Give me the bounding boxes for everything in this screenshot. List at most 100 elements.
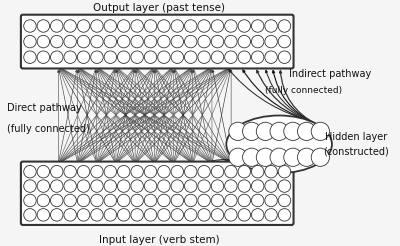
Circle shape — [225, 20, 237, 32]
Circle shape — [104, 165, 116, 178]
Circle shape — [77, 51, 90, 63]
Circle shape — [198, 20, 210, 32]
Circle shape — [225, 180, 237, 192]
Circle shape — [265, 209, 277, 221]
Circle shape — [37, 165, 50, 178]
Circle shape — [24, 180, 36, 192]
Circle shape — [144, 20, 157, 32]
FancyBboxPatch shape — [21, 15, 294, 68]
Circle shape — [311, 122, 330, 140]
Circle shape — [104, 180, 116, 192]
Circle shape — [184, 51, 197, 63]
Circle shape — [131, 35, 143, 48]
Circle shape — [198, 209, 210, 221]
Circle shape — [184, 20, 197, 32]
Circle shape — [50, 35, 63, 48]
Circle shape — [144, 180, 157, 192]
Circle shape — [50, 180, 63, 192]
Circle shape — [184, 180, 197, 192]
Circle shape — [118, 35, 130, 48]
Circle shape — [118, 194, 130, 207]
Circle shape — [284, 122, 302, 140]
Circle shape — [265, 20, 277, 32]
Circle shape — [37, 180, 50, 192]
Circle shape — [131, 180, 143, 192]
Circle shape — [256, 122, 274, 140]
Circle shape — [91, 51, 103, 63]
Text: (fully connected): (fully connected) — [8, 124, 90, 134]
Circle shape — [298, 122, 316, 140]
Circle shape — [225, 165, 237, 178]
Circle shape — [225, 209, 237, 221]
Circle shape — [64, 51, 76, 63]
Circle shape — [158, 35, 170, 48]
Circle shape — [77, 180, 90, 192]
Circle shape — [158, 165, 170, 178]
Circle shape — [37, 209, 50, 221]
Circle shape — [131, 165, 143, 178]
Circle shape — [278, 35, 291, 48]
Circle shape — [211, 194, 224, 207]
Circle shape — [198, 165, 210, 178]
Circle shape — [225, 51, 237, 63]
Circle shape — [278, 194, 291, 207]
Circle shape — [50, 20, 63, 32]
Ellipse shape — [226, 116, 332, 173]
Text: Input layer (verb stem): Input layer (verb stem) — [99, 234, 220, 245]
Circle shape — [211, 35, 224, 48]
Circle shape — [278, 20, 291, 32]
Circle shape — [144, 194, 157, 207]
Circle shape — [24, 51, 36, 63]
Circle shape — [238, 35, 250, 48]
Circle shape — [238, 209, 250, 221]
Circle shape — [91, 35, 103, 48]
Circle shape — [265, 35, 277, 48]
Circle shape — [131, 51, 143, 63]
Circle shape — [77, 209, 90, 221]
Text: Indirect pathway: Indirect pathway — [289, 69, 371, 79]
Circle shape — [184, 209, 197, 221]
Circle shape — [278, 51, 291, 63]
Circle shape — [104, 20, 116, 32]
Circle shape — [118, 51, 130, 63]
Circle shape — [24, 165, 36, 178]
Circle shape — [50, 51, 63, 63]
Circle shape — [211, 165, 224, 178]
Circle shape — [198, 51, 210, 63]
Circle shape — [118, 20, 130, 32]
Circle shape — [64, 194, 76, 207]
Text: Direct pathway: Direct pathway — [8, 103, 82, 113]
Circle shape — [37, 20, 50, 32]
Circle shape — [50, 165, 63, 178]
Text: (fully connected): (fully connected) — [265, 86, 342, 95]
Circle shape — [118, 209, 130, 221]
Circle shape — [171, 35, 184, 48]
Circle shape — [24, 194, 36, 207]
Circle shape — [242, 122, 261, 140]
Circle shape — [24, 209, 36, 221]
Circle shape — [91, 180, 103, 192]
Circle shape — [238, 51, 250, 63]
Circle shape — [91, 165, 103, 178]
Circle shape — [171, 51, 184, 63]
Circle shape — [158, 194, 170, 207]
Circle shape — [238, 165, 250, 178]
Circle shape — [91, 194, 103, 207]
Circle shape — [252, 35, 264, 48]
Circle shape — [77, 35, 90, 48]
Circle shape — [225, 194, 237, 207]
Circle shape — [158, 20, 170, 32]
Circle shape — [252, 209, 264, 221]
Circle shape — [77, 165, 90, 178]
Circle shape — [37, 194, 50, 207]
Circle shape — [144, 51, 157, 63]
Circle shape — [37, 51, 50, 63]
Circle shape — [284, 148, 302, 166]
Circle shape — [171, 180, 184, 192]
Circle shape — [64, 20, 76, 32]
Circle shape — [211, 20, 224, 32]
Circle shape — [252, 165, 264, 178]
Circle shape — [184, 35, 197, 48]
Circle shape — [144, 35, 157, 48]
Text: (constructed): (constructed) — [323, 147, 389, 157]
